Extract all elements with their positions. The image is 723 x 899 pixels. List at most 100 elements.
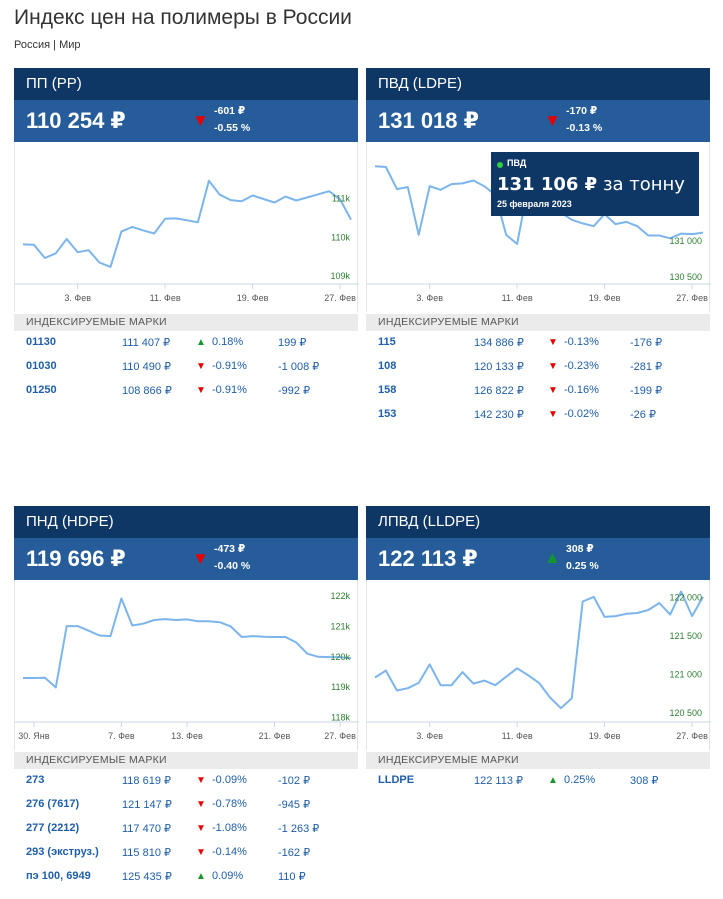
arrow-down-icon: ▼ <box>548 361 558 372</box>
indexed-grades-header: ИНДЕКСИРУЕМЫЕ МАРКИ <box>14 752 358 769</box>
price-chart[interactable]: 3. Фев 11. Фев 19. Фев 27. Фев 120 500 121 00… <box>366 580 711 750</box>
region-link-russia[interactable]: Россия <box>14 39 51 51</box>
indexed-grades-header: ИНДЕКСИРУЕМЫЕ МАРКИ <box>366 314 710 331</box>
card-title[interactable]: ПВД (LDPE) <box>366 68 710 100</box>
grade-change-abs: -162 ₽ <box>278 847 311 859</box>
grade-name[interactable]: 108 <box>378 360 397 372</box>
grade-change-abs: -992 ₽ <box>278 385 311 397</box>
grade-name[interactable]: 277 (2212) <box>26 822 80 834</box>
tooltip-price-unit: за тонну <box>597 174 685 195</box>
change-pct: -0.13 % <box>566 122 603 134</box>
y-tick-label: 119k <box>331 682 350 692</box>
y-tick-label: 118k <box>331 712 350 722</box>
grade-name[interactable]: 01030 <box>26 360 57 372</box>
grade-name[interactable]: 273 <box>26 774 45 786</box>
grade-row[interactable]: пэ 100, 6949 125 435 ₽ ▲ 0.09% 110 ₽ <box>14 865 358 889</box>
x-tick-label: 27. Фев <box>676 731 708 741</box>
grade-name[interactable]: 01250 <box>26 384 57 396</box>
price-bar: 110 254 ₽ ▼ -601 ₽ -0.55 % <box>14 100 358 142</box>
grade-row[interactable]: 277 (2212) 117 470 ₽ ▼ -1.08% -1 263 ₽ <box>14 817 358 841</box>
x-tick-label: 27. Фев <box>324 731 356 741</box>
grade-change-abs: -945 ₽ <box>278 799 311 811</box>
grade-name[interactable]: 293 (экструз.) <box>26 846 99 858</box>
y-tick-label: 111k <box>332 194 351 204</box>
grade-change-pct: 0.18% <box>212 336 244 348</box>
card-title[interactable]: ЛПВД (LLDPE) <box>366 506 710 538</box>
grade-row[interactable]: 153 142 230 ₽ ▼ -0.02% -26 ₽ <box>366 403 710 427</box>
grade-change-abs: 110 ₽ <box>278 871 306 883</box>
arrow-up-icon: ▲ <box>196 337 206 348</box>
indexed-grades-header: ИНДЕКСИРУЕМЫЕ МАРКИ <box>14 314 358 331</box>
grade-change-abs: -102 ₽ <box>278 775 311 787</box>
region-link-world[interactable]: Мир <box>59 39 81 51</box>
indexed-grades: ИНДЕКСИРУЕМЫЕ МАРКИ 273 118 619 ₽ ▼ -0.0… <box>14 752 358 889</box>
grade-change-abs: -1 263 ₽ <box>278 823 320 835</box>
series-line <box>23 597 352 689</box>
grade-price: 108 866 ₽ <box>122 385 172 397</box>
x-tick-label: 30. Янв <box>18 731 49 741</box>
indexed-grades-header: ИНДЕКСИРУЕМЫЕ МАРКИ <box>366 752 710 769</box>
card-title[interactable]: ПНД (HDPE) <box>14 506 358 538</box>
series-line <box>374 590 704 710</box>
y-tick-label: 121 500 <box>669 631 702 641</box>
grade-row[interactable]: 108 120 133 ₽ ▼ -0.23% -281 ₽ <box>366 355 710 379</box>
grade-change-pct: -0.13% <box>564 336 599 348</box>
region-switcher: Россия | Мир <box>14 39 81 51</box>
card-title[interactable]: ПП (PP) <box>14 68 358 100</box>
x-tick-label: 3. Фев <box>64 293 91 303</box>
x-tick-label: 19. Фев <box>589 293 621 303</box>
grade-name[interactable]: пэ 100, 6949 <box>26 870 91 882</box>
grade-row[interactable]: 01030 110 490 ₽ ▼ -0.91% -1 008 ₽ <box>14 355 358 379</box>
price-chart[interactable]: 3. Фев 11. Фев 19. Фев 27. Фев 109k 110k 111k <box>14 142 359 312</box>
grade-change-pct: -0.78% <box>212 798 247 810</box>
grade-row[interactable]: 01250 108 866 ₽ ▼ -0.91% -992 ₽ <box>14 379 358 403</box>
card-hdpe: ПНД (HDPE) 119 696 ₽ ▼ -473 ₽ -0.40 % 30… <box>14 506 359 889</box>
grade-row[interactable]: 293 (экструз.) 115 810 ₽ ▼ -0.14% -162 ₽ <box>14 841 358 865</box>
price-bar: 119 696 ₽ ▼ -473 ₽ -0.40 % <box>14 538 358 580</box>
y-tick-label: 130 500 <box>669 272 702 282</box>
card-lldpe: ЛПВД (LLDPE) 122 113 ₽ ▲ 308 ₽ 0.25 % 3.… <box>366 506 711 793</box>
chart-svg: 30. Янв 7. Фев 13. Фев 21. Фев 27. Фев 118k 11… <box>15 591 359 741</box>
x-tick-label: 3. Фев <box>416 731 443 741</box>
arrow-down-icon: ▼ <box>192 111 209 130</box>
grade-name[interactable]: 115 <box>378 336 396 348</box>
grade-change-abs: -176 ₽ <box>630 337 663 349</box>
grade-row[interactable]: 158 126 822 ₽ ▼ -0.16% -199 ₽ <box>366 379 710 403</box>
grade-change-pct: 0.09% <box>212 870 244 882</box>
grade-name[interactable]: 276 (7617) <box>26 798 80 810</box>
grade-name[interactable]: 153 <box>378 408 397 420</box>
chart-svg: 3. Фев 11. Фев 19. Фев 27. Фев 120 500 121 00… <box>367 590 711 741</box>
grade-row[interactable]: 273 118 619 ₽ ▼ -0.09% -102 ₽ <box>14 769 358 793</box>
arrow-up-icon: ▲ <box>548 775 558 786</box>
change-abs: -601 ₽ <box>214 105 246 117</box>
x-tick-label: 11. Фев <box>150 293 181 303</box>
tooltip-price-value: 131 106 ₽ <box>497 174 598 195</box>
grade-price: 117 470 ₽ <box>122 823 172 835</box>
grade-change-abs: 199 ₽ <box>278 337 307 349</box>
tooltip-series-name: ПВД <box>507 158 527 168</box>
grade-name[interactable]: 01130 <box>26 336 56 348</box>
change-pct: -0.40 % <box>214 560 251 572</box>
tooltip-date: 25 февраля 2023 <box>497 199 572 209</box>
price-chart[interactable]: 30. Янв 7. Фев 13. Фев 21. Фев 27. Фев 118k 11… <box>14 580 359 750</box>
chart-tooltip: ПВД 131 106 ₽ за тонну 25 февраля 2023 <box>491 152 699 216</box>
grade-name[interactable]: LLDPE <box>378 774 415 786</box>
grade-row[interactable]: LLDPE 122 113 ₽ ▲ 0.25% 308 ₽ <box>366 769 710 793</box>
chart-svg: 3. Фев 11. Фев 19. Фев 27. Фев 109k 110k 111k <box>15 179 359 303</box>
arrow-down-icon: ▼ <box>544 111 561 130</box>
grade-change-abs: -1 008 ₽ <box>278 361 320 373</box>
indexed-grades: ИНДЕКСИРУЕМЫЕ МАРКИ 115 134 886 ₽ ▼ -0.1… <box>366 314 710 427</box>
grade-change-abs: -26 ₽ <box>630 409 656 421</box>
grade-name[interactable]: 158 <box>378 384 397 396</box>
grade-row[interactable]: 276 (7617) 121 147 ₽ ▼ -0.78% -945 ₽ <box>14 793 358 817</box>
arrow-up-icon: ▲ <box>544 548 561 567</box>
grade-row[interactable]: 01130 111 407 ₽ ▲ 0.18% 199 ₽ <box>14 331 358 355</box>
grade-price: 121 147 ₽ <box>122 799 172 811</box>
grade-row[interactable]: 115 134 886 ₽ ▼ -0.13% -176 ₽ <box>366 331 710 355</box>
y-tick-label: 131 000 <box>669 236 702 246</box>
arrow-down-icon: ▼ <box>196 823 206 834</box>
y-tick-label: 122k <box>330 591 350 601</box>
grade-change-pct: 0.25% <box>564 774 596 786</box>
card-pp: ПП (PP) 110 254 ₽ ▼ -601 ₽ -0.55 % 3. Фе… <box>14 68 359 403</box>
x-tick-label: 11. Фев <box>502 293 533 303</box>
